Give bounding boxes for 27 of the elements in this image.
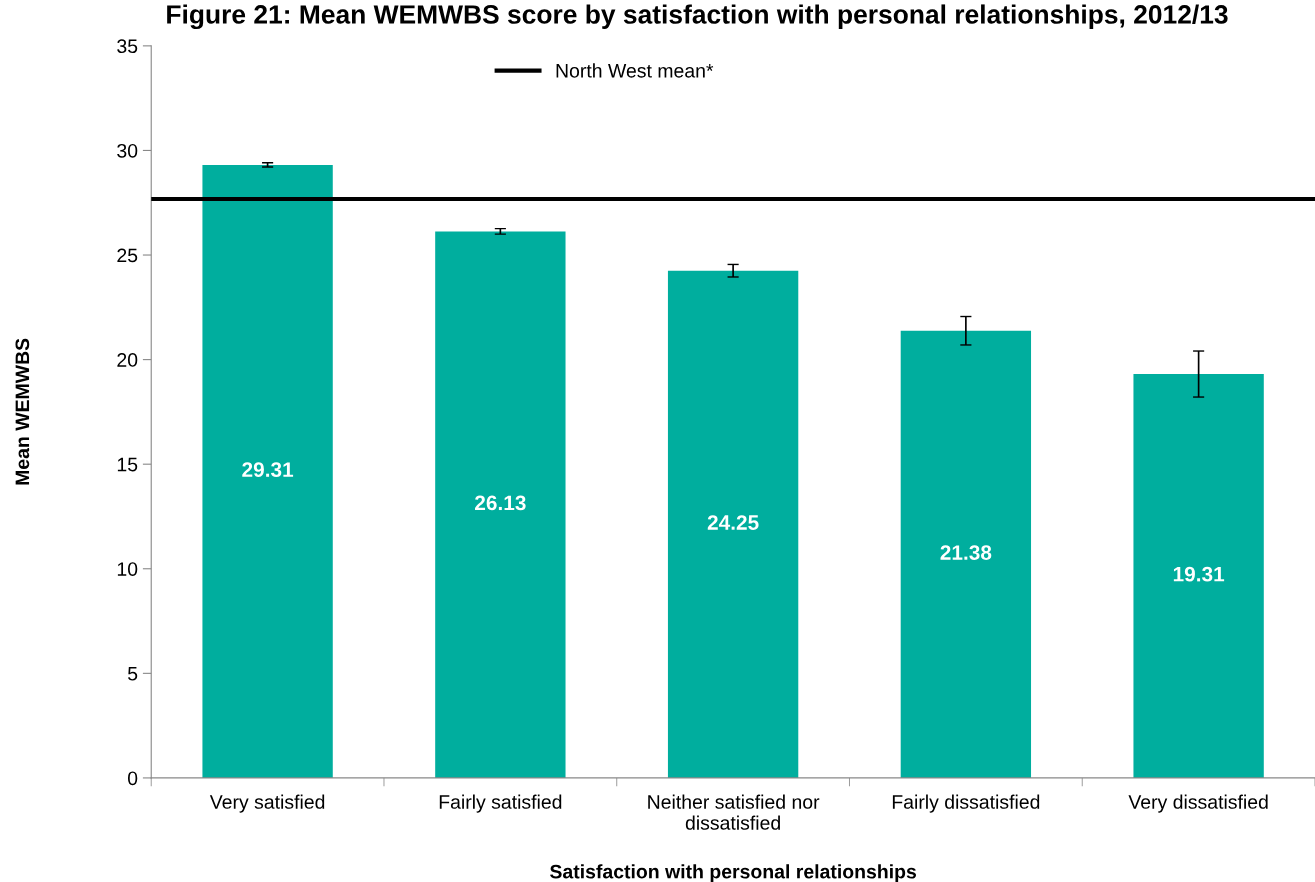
y-tick-label: 35 xyxy=(117,39,138,54)
x-tick-label: Fairly satisfied xyxy=(439,794,562,813)
bar xyxy=(900,330,1032,778)
bar xyxy=(1133,374,1264,778)
y-tick-label: 10 xyxy=(117,562,138,576)
y-tick-label: 30 xyxy=(117,143,138,158)
y-tick-label: 25 xyxy=(117,248,138,263)
chart-title: Figure 21: Mean WEMWBS score by satisfaction with personal relationships, 2012/13 xyxy=(167,4,1228,30)
y-axis-title: Mean WEMWBS xyxy=(15,338,30,485)
data-label: 29.31 xyxy=(242,462,294,478)
y-tick-label: 5 xyxy=(128,667,138,681)
x-tick-label: Neither satisfied nor dissatisfied xyxy=(648,794,820,830)
x-tick-label: Fairly dissatisfied xyxy=(892,794,1040,813)
data-label: 21.38 xyxy=(940,545,992,560)
bar xyxy=(202,164,333,778)
y-tick-label: 15 xyxy=(117,457,138,472)
bar xyxy=(435,231,566,778)
x-axis-title: Satisfaction with personal relationships xyxy=(550,864,917,882)
x-tick-label: Very satisfied xyxy=(209,794,325,813)
data-label: 24.25 xyxy=(707,515,759,530)
data-label: 26.13 xyxy=(475,495,526,511)
y-tick-label: 0 xyxy=(127,771,138,786)
x-tick-label: Very dissatisfied xyxy=(1128,794,1268,813)
y-tick-label: 20 xyxy=(117,353,138,367)
bar xyxy=(667,270,799,778)
data-label: 19.31 xyxy=(1173,566,1225,582)
legend-label: North West mean* xyxy=(556,63,714,78)
